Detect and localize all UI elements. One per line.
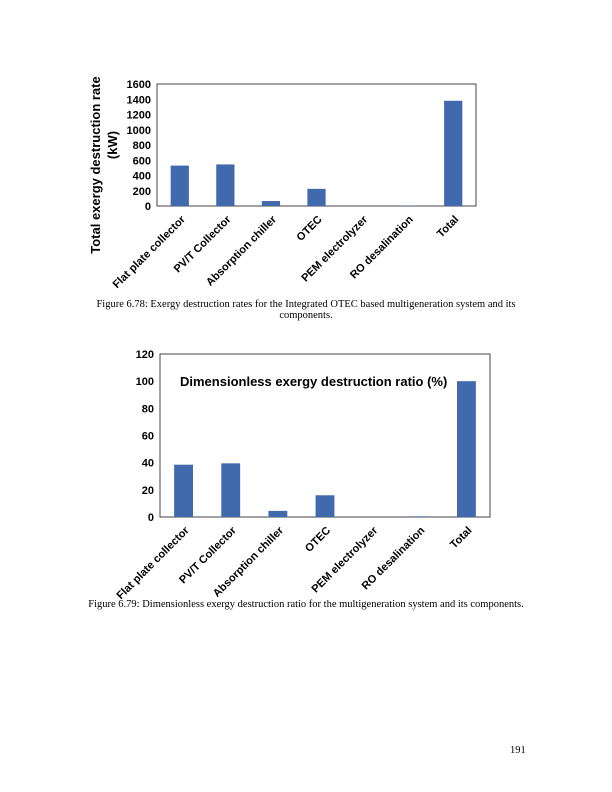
figure-caption-6-78: Figure 6.78: Exergy destruction rates fo… (60, 299, 552, 321)
y-axis-label: Total exergy destruction rate (88, 76, 103, 253)
x-tick-label: OTEC (295, 214, 325, 244)
x-tick-label: Total (435, 214, 461, 240)
y-tick-label: 0 (148, 512, 154, 524)
caption-line: Figure 6.78: Exergy destruction rates fo… (96, 299, 516, 310)
y-tick-label: 120 (136, 349, 154, 361)
y-tick-label: 200 (133, 186, 151, 198)
plot-area (156, 83, 477, 207)
bar (261, 201, 281, 206)
y-tick-label: 400 (133, 171, 151, 183)
y-tick-label: 600 (133, 155, 151, 167)
page-number: 191 (510, 745, 526, 756)
y-tick-label: 60 (142, 431, 154, 443)
bar (315, 495, 335, 517)
y-tick-label: 1600 (127, 79, 151, 91)
chart-exergy-destruction-rate: 0 200 400 600 800 1000 1200 1400 1600 Flat plate … (88, 76, 477, 291)
x-tick-label: Flat plate collector (114, 524, 192, 602)
x-tick-label: Total (448, 525, 474, 551)
y-tick-label: 100 (136, 376, 154, 388)
bar (170, 165, 189, 206)
y-tick-label: 1200 (127, 110, 151, 122)
bar (307, 188, 326, 206)
y-tick-label: 20 (142, 485, 154, 497)
y-tick-label: 0 (145, 201, 151, 213)
x-tick-label: Flat plate collector (111, 213, 189, 291)
bar (174, 464, 193, 517)
bar (268, 510, 288, 517)
y-tick-label: 80 (142, 403, 154, 415)
chart-title: Dimensionless exergy destruction ratio (… (180, 374, 447, 389)
y-tick-label: 1400 (127, 94, 151, 106)
y-tick-label: 800 (133, 140, 151, 152)
x-tick-label: OTEC (303, 525, 333, 555)
bar (221, 463, 241, 517)
bar (216, 164, 235, 206)
caption-line: components. (279, 310, 333, 321)
y-tick-label: 1000 (127, 125, 151, 137)
bar (457, 381, 476, 517)
y-axis-label-unit: (kW) (105, 131, 120, 159)
bar (444, 100, 463, 206)
y-tick-label: 40 (142, 458, 154, 470)
figure-caption-6-79: Figure 6.79: Dimensionless exergy destru… (88, 599, 524, 610)
bar (409, 516, 429, 517)
